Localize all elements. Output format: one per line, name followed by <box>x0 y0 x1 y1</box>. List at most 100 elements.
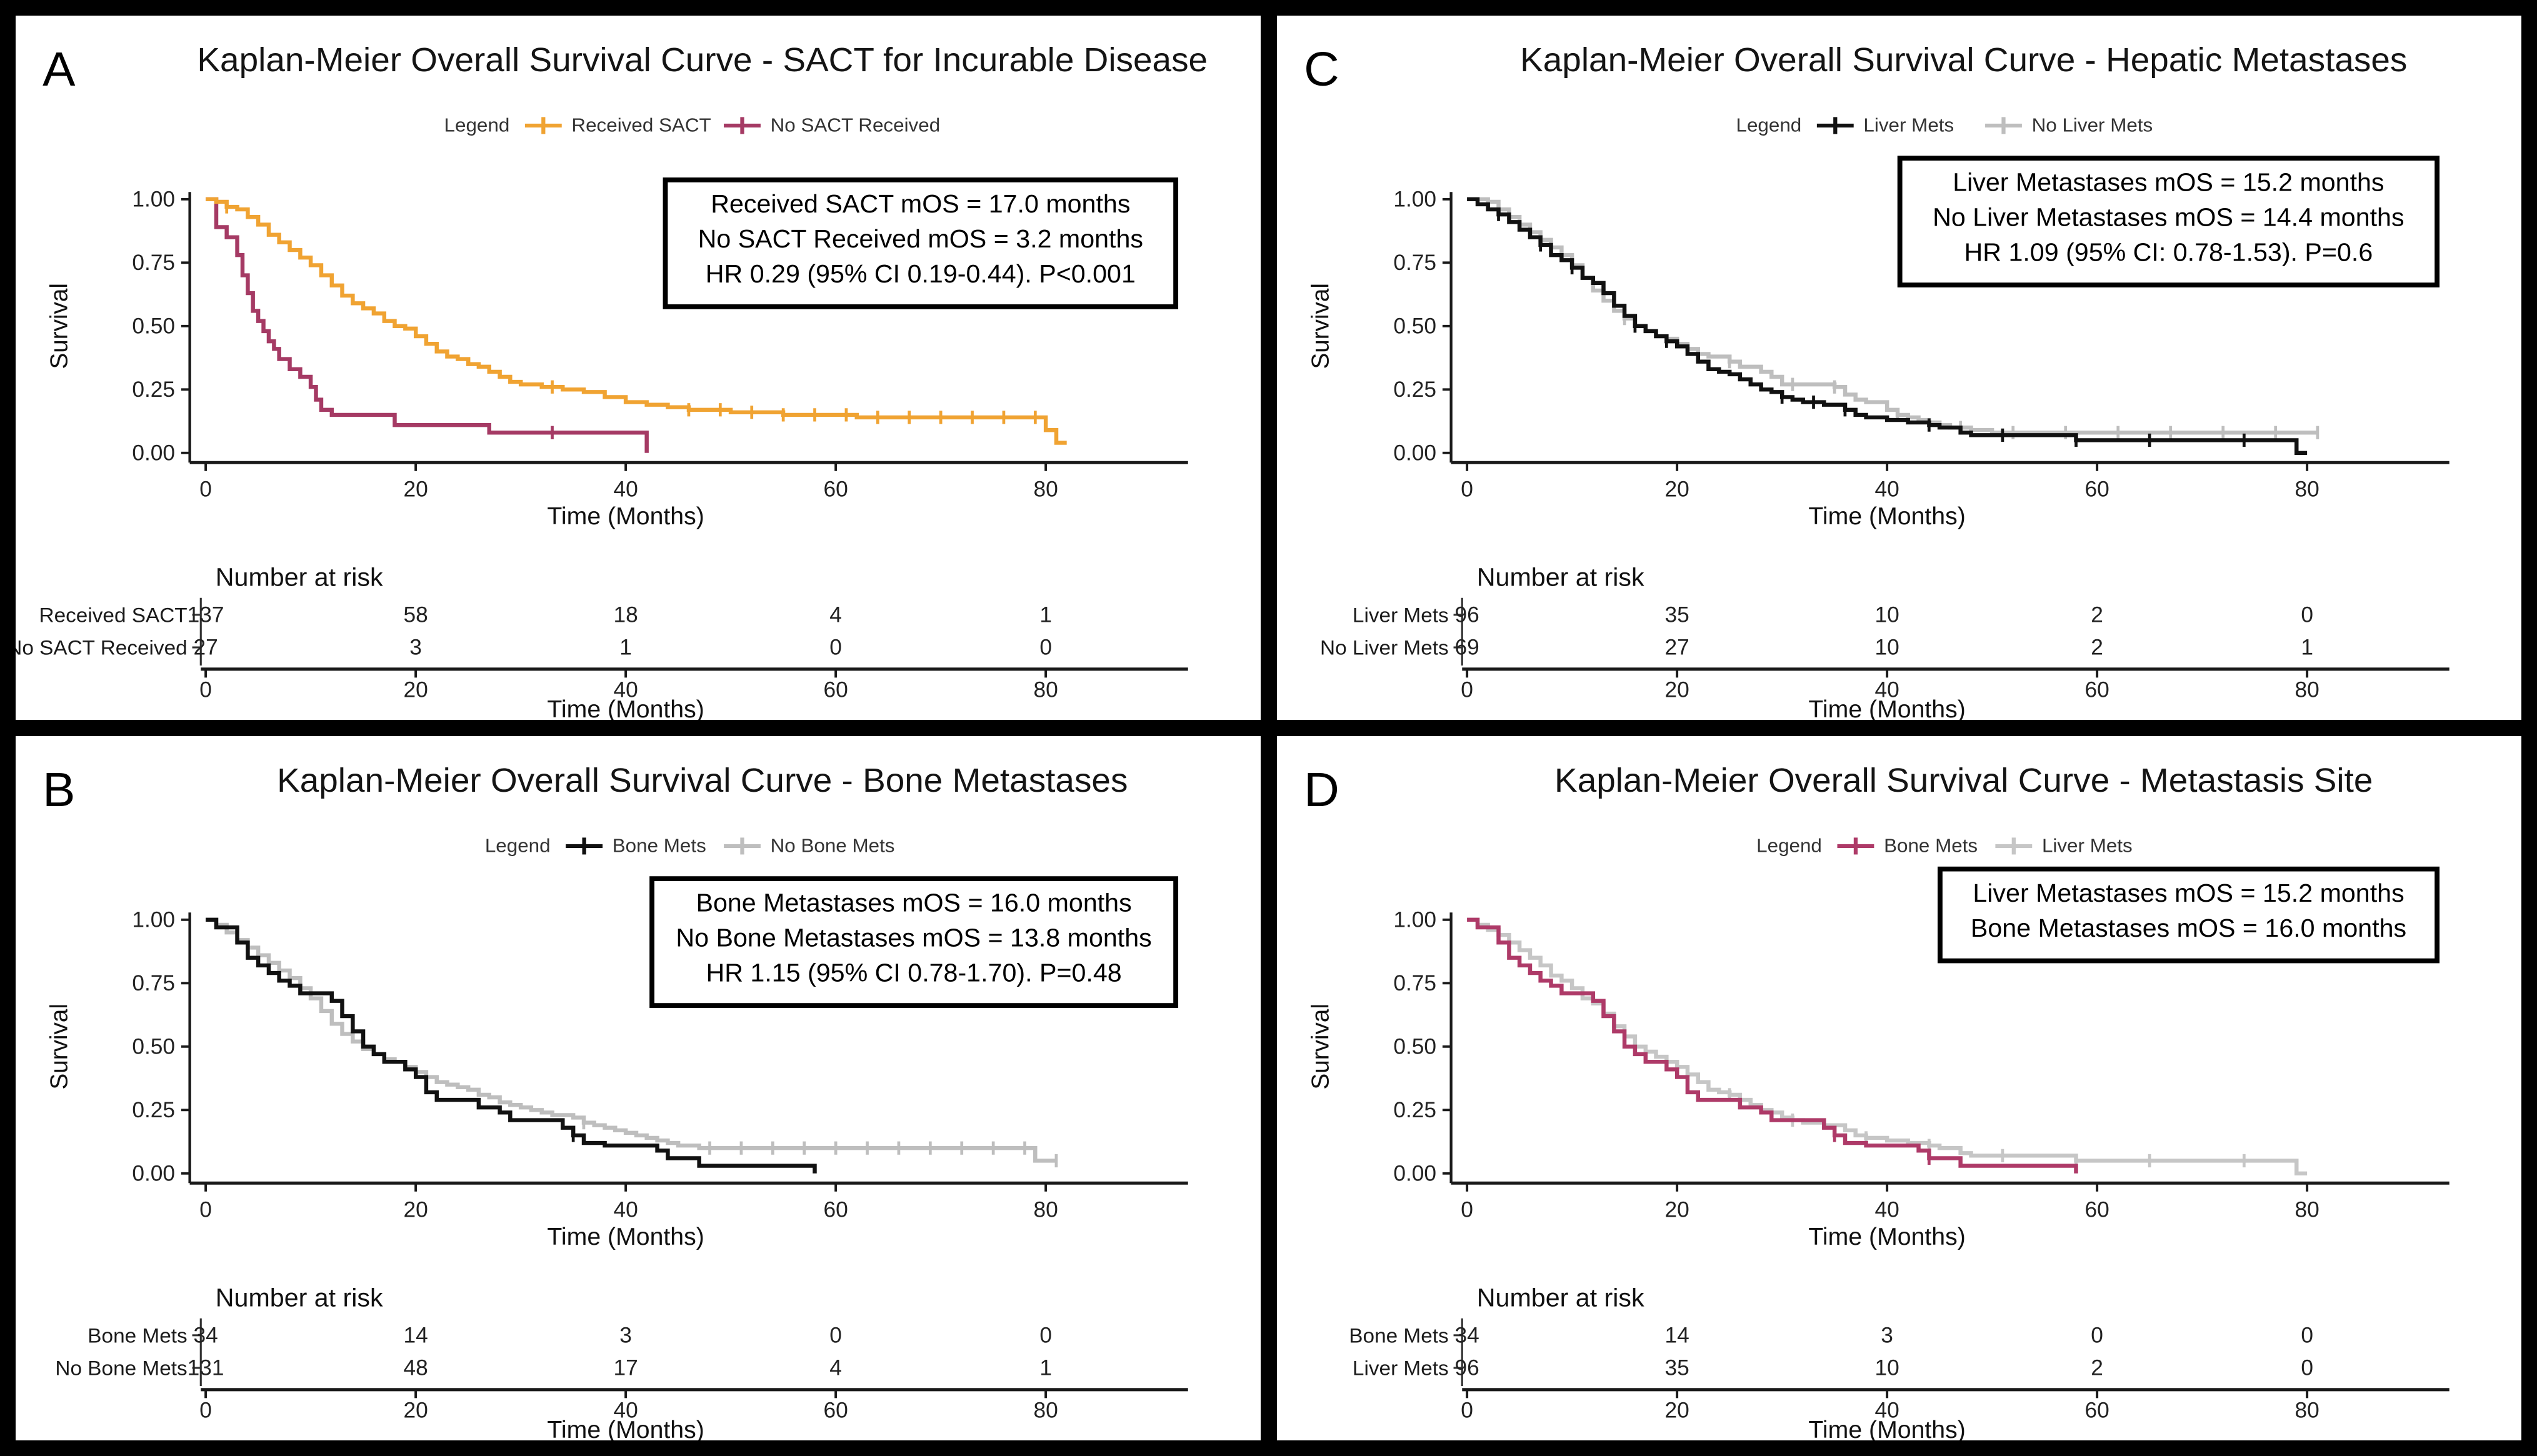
risk-count: 3 <box>619 1324 632 1348</box>
risk-count: 48 <box>403 1356 428 1380</box>
annotation-line: Liver Metastases mOS = 15.2 months <box>1973 879 2404 907</box>
risk-count: 18 <box>613 603 638 627</box>
y-tick-label: 0.75 <box>132 251 175 275</box>
risk-count: 96 <box>1454 603 1479 627</box>
x-tick-label: 60 <box>823 477 848 502</box>
y-tick-label: 0.50 <box>132 1035 175 1059</box>
x-axis-title: Time (Months) <box>547 1224 704 1250</box>
risk-x-tick-label: 60 <box>823 1399 848 1423</box>
annotation-box <box>1897 156 2439 287</box>
y-tick-label: 0.00 <box>1393 441 1436 466</box>
risk-count: 1 <box>1039 603 1052 627</box>
risk-count: 34 <box>193 1324 218 1348</box>
risk-count: 96 <box>1454 1356 1479 1380</box>
risk-row-label: No Liver Mets <box>1320 637 1449 660</box>
legend-item-label: No Liver Mets <box>2031 114 2153 136</box>
panel-letter: A <box>43 42 75 96</box>
risk-x-tick-label: 0 <box>1461 1399 1473 1423</box>
risk-x-axis-title: Time (Months) <box>1808 1417 1965 1440</box>
x-tick-label: 20 <box>403 1198 428 1222</box>
y-axis-title: Survival <box>1307 283 1334 369</box>
legend-title: Legend <box>444 114 510 136</box>
km-curve <box>206 197 649 453</box>
y-tick-label: 0.25 <box>1393 1098 1436 1122</box>
y-axis-title: Survival <box>1307 1004 1334 1089</box>
km-plot-D: D Kaplan-Meier Overall Survival Curve - … <box>1304 761 2449 1440</box>
km-curve <box>1466 917 2307 1175</box>
annotation-line: No SACT Received mOS = 3.2 months <box>698 224 1143 253</box>
legend-item-label: No Bone Mets <box>771 835 895 857</box>
risk-count: 14 <box>1664 1324 1689 1348</box>
risk-x-tick-label: 0 <box>199 678 212 702</box>
legend-title: Legend <box>1736 114 1801 136</box>
km-plot-B: B Kaplan-Meier Overall Survival Curve - … <box>43 761 1188 1440</box>
panel-A: A Kaplan-Meier Overall Survival Curve - … <box>8 7 1269 728</box>
risk-count: 1 <box>619 636 632 660</box>
panel-letter: C <box>1304 42 1339 96</box>
y-tick-label: 0.75 <box>132 971 175 995</box>
risk-count: 0 <box>829 636 842 660</box>
x-tick-label: 0 <box>1461 477 1473 502</box>
number-at-risk-heading: Number at risk <box>216 563 383 592</box>
km-curve <box>206 917 1057 1163</box>
risk-count: 1 <box>2301 636 2313 660</box>
number-at-risk-heading: Number at risk <box>1476 1284 1644 1312</box>
risk-count: 69 <box>1454 636 1479 660</box>
annotation-line: Bone Metastases mOS = 16.0 months <box>696 889 1131 917</box>
risk-count: 27 <box>1664 636 1689 660</box>
risk-row-label: Received SACT <box>39 604 188 627</box>
risk-count: 2 <box>2091 1356 2103 1380</box>
risk-row-label: No Bone Mets <box>55 1357 187 1380</box>
km-curve <box>1466 197 2307 455</box>
risk-count: 3 <box>409 636 422 660</box>
legend-item-label: Bone Mets <box>1884 835 1978 857</box>
risk-count: 10 <box>1874 636 1899 660</box>
risk-x-tick-label: 80 <box>1034 1399 1058 1423</box>
x-tick-label: 40 <box>613 1198 638 1222</box>
x-tick-label: 20 <box>403 477 428 502</box>
x-tick-label: 80 <box>1034 477 1058 502</box>
panel-D: D Kaplan-Meier Overall Survival Curve - … <box>1268 728 2529 1449</box>
legend-title: Legend <box>1756 835 1822 857</box>
x-tick-label: 80 <box>1034 1198 1058 1222</box>
annotation-box <box>649 876 1179 1008</box>
risk-count: 0 <box>829 1324 842 1348</box>
y-tick-label: 1.00 <box>132 187 175 212</box>
y-tick-label: 1.00 <box>132 908 175 932</box>
risk-count: 2 <box>2091 603 2103 627</box>
y-tick-label: 0.00 <box>1393 1162 1436 1186</box>
x-tick-label: 80 <box>2294 477 2319 502</box>
km-plot-A: A Kaplan-Meier Overall Survival Curve - … <box>16 41 1208 720</box>
y-tick-label: 0.50 <box>1393 1035 1436 1059</box>
risk-count: 17 <box>613 1356 638 1380</box>
legend-title: Legend <box>485 835 551 857</box>
number-at-risk-heading: Number at risk <box>216 1284 383 1312</box>
annotation-box <box>1937 866 2439 964</box>
panel-C: C Kaplan-Meier Overall Survival Curve - … <box>1268 7 2529 728</box>
risk-count: 4 <box>829 603 842 627</box>
x-tick-label: 40 <box>1874 477 1899 502</box>
risk-x-tick-label: 80 <box>2294 678 2319 702</box>
risk-x-tick-label: 40 <box>1874 1399 1899 1423</box>
annotation-line: HR 0.29 (95% CI 0.19-0.44). P<0.001 <box>706 259 1136 288</box>
risk-count: 0 <box>2091 1324 2103 1348</box>
legend-item-label: Bone Mets <box>613 835 706 857</box>
plot-content: Legend Received SACT No SACT Received 1.00 0… <box>16 114 1188 720</box>
x-axis-title: Time (Months) <box>1808 503 1965 530</box>
panel-title: Kaplan-Meier Overall Survival Curve - Bo… <box>277 761 1128 799</box>
risk-x-axis-title: Time (Months) <box>547 1417 704 1440</box>
y-tick-label: 0.00 <box>132 441 175 466</box>
y-tick-label: 0.75 <box>1393 971 1436 995</box>
y-axis-title: Survival <box>46 1004 73 1089</box>
risk-count: 2 <box>2091 636 2103 660</box>
y-tick-label: 0.50 <box>1393 314 1436 339</box>
risk-count: 137 <box>188 603 224 627</box>
x-axis-title: Time (Months) <box>547 503 704 530</box>
x-tick-label: 0 <box>199 1198 212 1222</box>
legend-item-label: Liver Mets <box>1863 114 1954 136</box>
risk-count: 27 <box>193 636 218 660</box>
x-tick-label: 40 <box>1874 1198 1899 1222</box>
y-axis-title: Survival <box>46 283 73 369</box>
risk-x-axis-title: Time (Months) <box>1808 696 1965 720</box>
